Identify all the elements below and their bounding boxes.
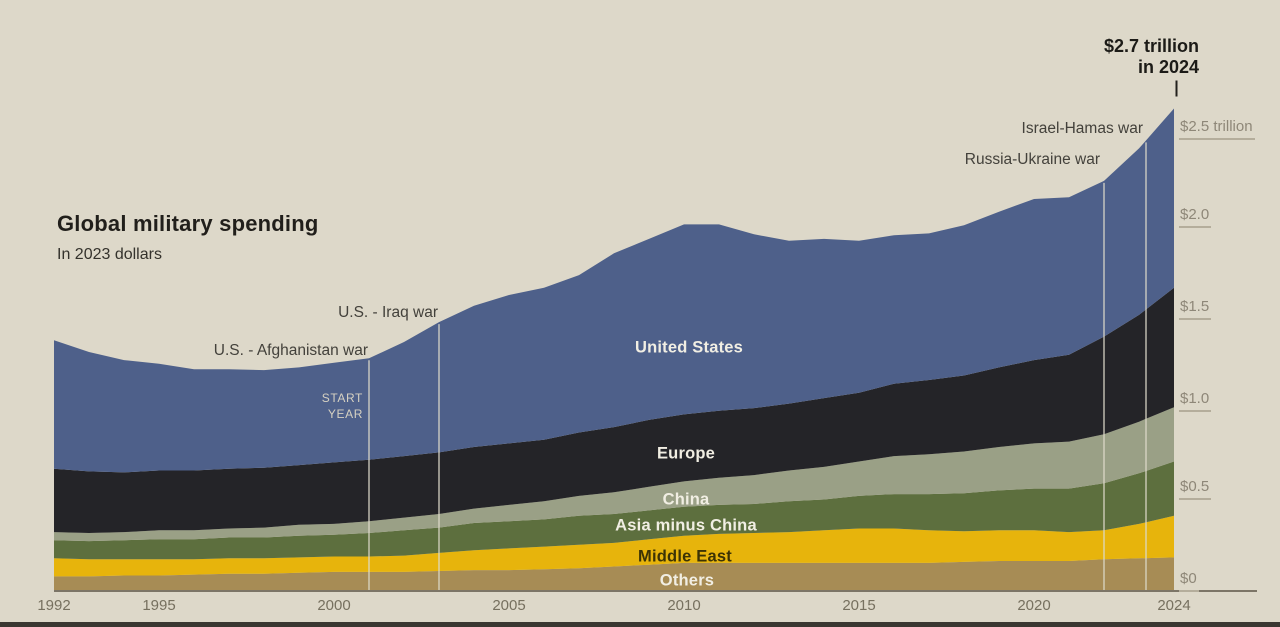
area-asia-minus-china [54,461,1174,560]
series-label-others: Others [659,571,715,590]
y-tick-2-5-trillion: $2.5 trillion [1179,119,1255,140]
x-tick-2024: 2024 [1157,597,1191,614]
annotation-2024-total-line2: in 2024 [1137,57,1199,77]
annotation-iraq-war: U.S. - Iraq war [338,304,438,321]
x-tick-2020: 2020 [1017,597,1051,614]
area-europe [54,287,1174,533]
series-label-middle-east: Middle East [638,547,732,566]
start-year-label-line2: YEAR [327,407,363,421]
x-tick-2005: 2005 [492,597,526,614]
bottom-bar [0,622,1280,627]
area-china [54,407,1174,542]
y-tick-2-0: $2.0 [1179,207,1212,228]
series-label-united-states: United States [634,338,744,357]
x-tick-2000: 2000 [317,597,351,614]
x-tick-1995: 1995 [142,597,176,614]
series-label-europe: Europe [656,444,716,463]
page-subtitle: In 2023 dollars [57,246,162,263]
page-title: Global military spending [57,211,319,236]
annotation-afghanistan-war: U.S. - Afghanistan war [213,342,368,359]
area-others [54,557,1174,590]
series-label-asia-minus-china: Asia minus China [615,516,757,535]
area-middle-east [54,515,1174,577]
x-tick-2015: 2015 [842,597,876,614]
annotation-2024-total-line1: $2.7 trillion [1103,36,1199,56]
start-year-label-line1: START [321,391,363,405]
x-tick-1992: 1992 [37,597,71,614]
y-tick-1-5: $1.5 [1179,299,1212,320]
annotation-russia-ukraine-war: Russia-Ukraine war [964,151,1100,168]
annotation-israel-hamas-war: Israel-Hamas war [1021,120,1143,137]
area-united-states [54,108,1174,473]
annotation-2024-total: $2.7 trillion in 2024 [1104,36,1199,78]
y-tick-0-5: $0.5 [1179,479,1212,500]
series-label-china: China [662,490,710,509]
y-tick-1-0: $1.0 [1179,391,1212,412]
start-year-label: START YEAR [322,390,363,422]
y-tick-0: $0 [1179,571,1199,592]
x-tick-2010: 2010 [667,597,701,614]
